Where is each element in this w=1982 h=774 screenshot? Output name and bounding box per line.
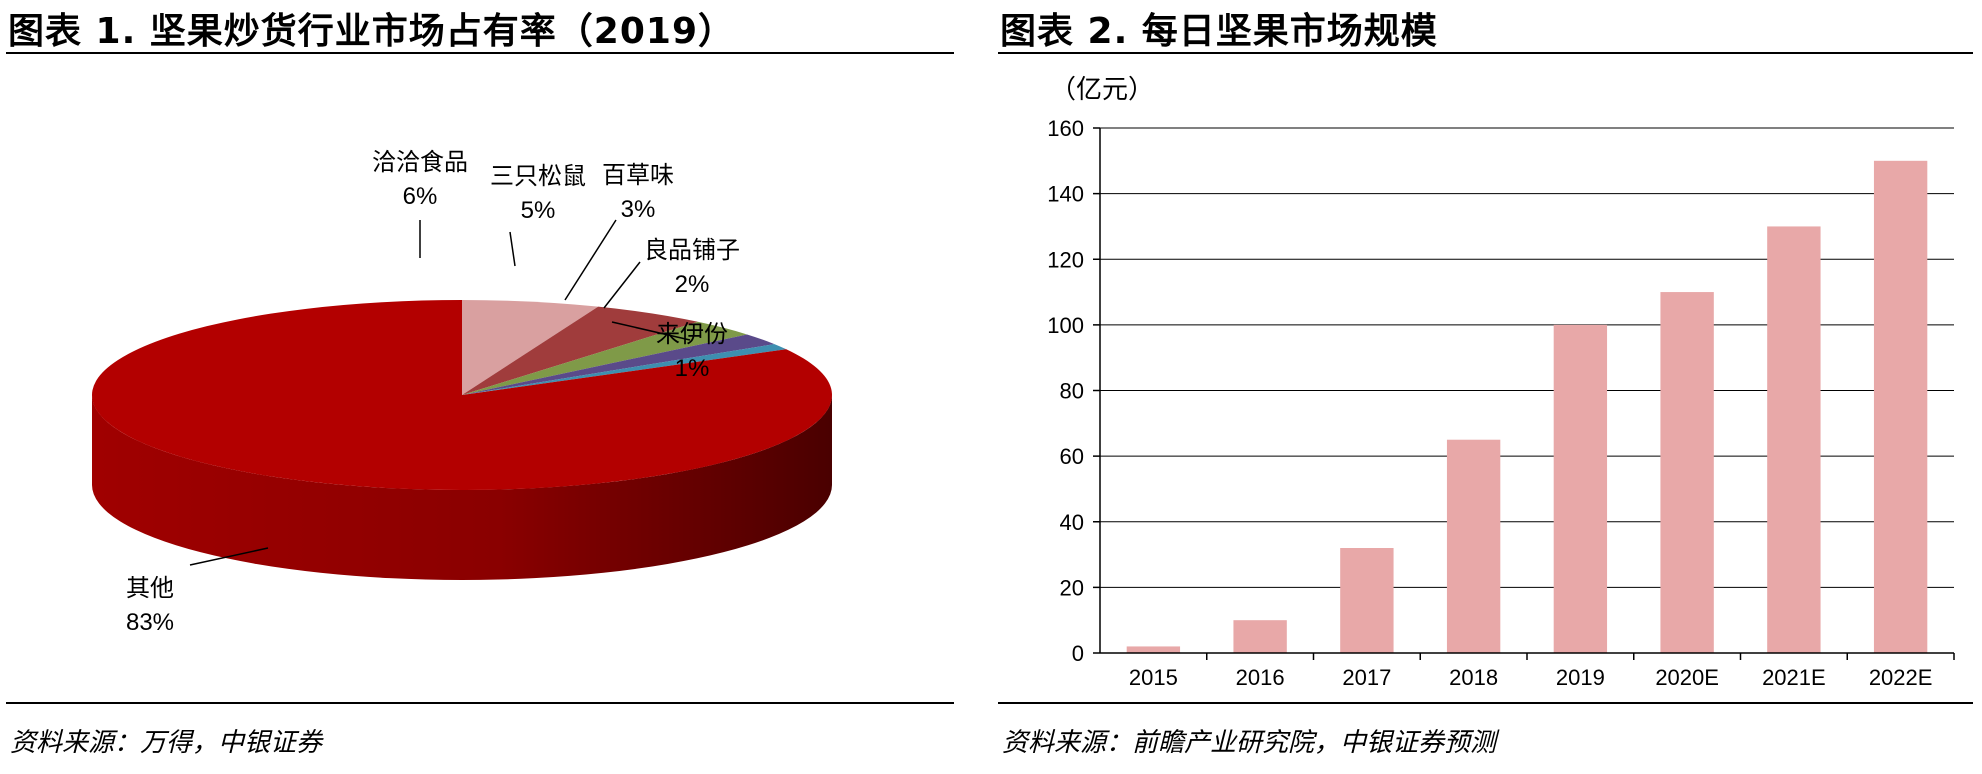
pie-slice-label: 良品铺子 (644, 237, 740, 264)
pie-source-rule (6, 702, 954, 704)
x-tick-label: 2022E (1869, 665, 1933, 690)
pie-slice-4 (462, 334, 775, 395)
pie-top-face (91, 300, 832, 490)
y-tick-label: 80 (1060, 379, 1084, 404)
y-tick-label: 140 (1047, 182, 1084, 207)
bar-chart: （亿元） 0 20 40 60 80 100 120 140 160 2015 2016 2017 20… (1047, 74, 1955, 690)
y-tick-label: 100 (1047, 313, 1084, 338)
bar-source-note: 资料来源：前瞻产业研究院，中银证券预测 (1002, 728, 1497, 758)
pie-slice-value-label: 5% (521, 197, 556, 224)
pie-slice-label: 其他 (126, 575, 174, 602)
bar-gridlines (1100, 127, 1954, 588)
pie-leader-line (189, 547, 269, 566)
x-tick-label: 2016 (1236, 665, 1285, 690)
bar-2017 (1340, 548, 1394, 653)
pie-slice-label: 来伊份 (656, 321, 728, 348)
x-tick-label: 2021E (1762, 665, 1826, 690)
pie-title-rule (6, 52, 954, 54)
bar-source-rule (998, 702, 1973, 704)
pie-leader-line (564, 219, 617, 301)
pie-slice-value-label: 2% (675, 271, 710, 298)
pie-slice-label: 三只松鼠 (490, 163, 586, 190)
pie-source-note: 资料来源：万得，中银证券 (10, 728, 323, 758)
bar-2019 (1553, 324, 1608, 653)
bar-chart-title: 图表 2. 每日坚果市场规模 (1000, 11, 1438, 52)
bar-axes: 0 20 40 60 80 100 120 140 160 2015 2016 2017 2018 201… (1047, 116, 1955, 690)
x-tick-label: 2015 (1129, 665, 1178, 690)
pie-slice-value-label: 3% (621, 196, 656, 223)
bar-2015 (1126, 646, 1181, 653)
bar-series (1126, 160, 1928, 653)
pie-side-wall (92, 395, 832, 580)
pie-slice-value-label: 1% (675, 355, 710, 382)
pie-chart-title: 图表 1. 坚果炒货行业市场占有率（2019） (8, 11, 735, 52)
pie-slice-3 (462, 321, 748, 395)
x-tick-label: 2017 (1342, 665, 1391, 690)
pie-slice-value-label: 83% (126, 609, 174, 636)
y-tick-label: 40 (1060, 510, 1084, 535)
pie-slice-5 (462, 344, 787, 395)
bar-y-axis-unit: （亿元） (1050, 74, 1154, 104)
pie-slice-1 (462, 300, 599, 395)
bar-2016 (1233, 620, 1287, 653)
y-tick-label: 0 (1072, 641, 1084, 666)
pie-slice-value-label: 6% (403, 183, 438, 210)
pie-leader-line (509, 231, 516, 267)
pie-leader-line (603, 261, 641, 309)
x-tick-label: 2019 (1556, 665, 1605, 690)
bar-2020E (1660, 292, 1714, 653)
x-tick-label: 2018 (1449, 665, 1498, 690)
y-tick-label: 160 (1047, 116, 1084, 141)
x-tick-label: 2020E (1655, 665, 1719, 690)
pie-slice-label: 洽洽食品 (372, 149, 468, 176)
bar-title-rule (998, 52, 1973, 54)
bar-2022E (1873, 160, 1928, 653)
y-tick-label: 120 (1047, 247, 1084, 272)
pie-slice-6 (91, 300, 832, 490)
pie-slice-label: 百草味 (602, 162, 674, 189)
bar-2021E (1767, 226, 1821, 653)
y-tick-label: 20 (1060, 575, 1084, 600)
pie-leader-line (611, 321, 691, 341)
pie-chart: 洽洽食品 6% 三只松鼠 5% 百草味 3% 良品铺子 2% 来伊份 1% 其他 83% (91, 149, 832, 636)
pie-labels: 洽洽食品 6% 三只松鼠 5% 百草味 3% 良品铺子 2% 来伊份 1% 其他 83% (126, 149, 740, 636)
bar-2018 (1446, 439, 1501, 653)
pie-side-slice (92, 395, 832, 580)
y-tick-label: 60 (1060, 444, 1084, 469)
